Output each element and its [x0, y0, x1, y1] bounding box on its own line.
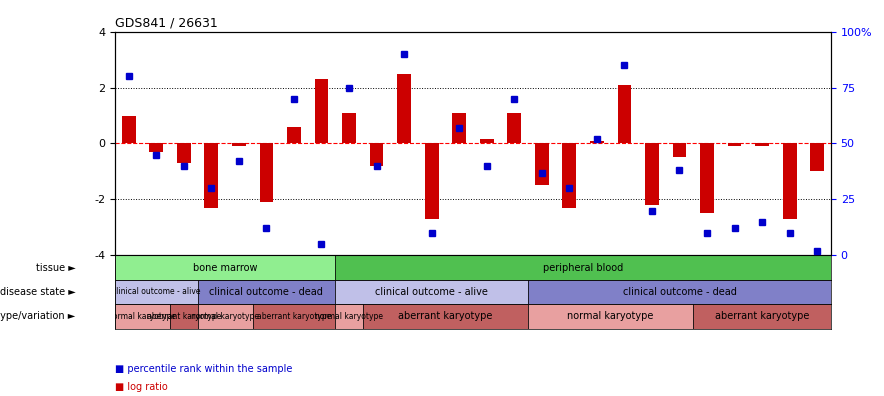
- Text: genotype/variation ►: genotype/variation ►: [0, 311, 75, 322]
- Bar: [335, 280, 528, 304]
- Bar: [528, 304, 693, 329]
- Text: clinical outcome - dead: clinical outcome - dead: [622, 287, 736, 297]
- Bar: [115, 280, 197, 304]
- Bar: [335, 255, 831, 280]
- Bar: [507, 113, 522, 143]
- Bar: [232, 143, 246, 146]
- Text: bone marrow: bone marrow: [193, 263, 257, 272]
- Bar: [453, 113, 466, 143]
- Bar: [728, 143, 742, 146]
- Text: normal karyotype: normal karyotype: [315, 312, 383, 321]
- Bar: [253, 304, 335, 329]
- Bar: [562, 143, 576, 208]
- Bar: [782, 143, 796, 219]
- Text: tissue ►: tissue ►: [35, 263, 75, 272]
- Text: ■ percentile rank within the sample: ■ percentile rank within the sample: [115, 364, 293, 374]
- Bar: [693, 304, 831, 329]
- Bar: [370, 143, 384, 166]
- Bar: [700, 143, 714, 213]
- Text: normal karyotype: normal karyotype: [109, 312, 177, 321]
- Bar: [673, 143, 686, 158]
- Bar: [480, 139, 493, 143]
- Bar: [315, 79, 328, 143]
- Text: aberrant karyotype: aberrant karyotype: [398, 311, 492, 322]
- Bar: [287, 127, 301, 143]
- Bar: [342, 113, 356, 143]
- Text: ■ log ratio: ■ log ratio: [115, 382, 168, 392]
- Text: normal karyotype: normal karyotype: [568, 311, 654, 322]
- Text: GDS841 / 26631: GDS841 / 26631: [115, 16, 217, 29]
- Bar: [590, 141, 604, 143]
- Bar: [197, 304, 253, 329]
- Text: aberrant karyotype: aberrant karyotype: [147, 312, 221, 321]
- Bar: [528, 280, 831, 304]
- Text: peripheral blood: peripheral blood: [543, 263, 623, 272]
- Bar: [170, 304, 197, 329]
- Text: clinical outcome - alive: clinical outcome - alive: [112, 287, 201, 297]
- Bar: [197, 280, 335, 304]
- Bar: [335, 304, 362, 329]
- Bar: [204, 143, 218, 208]
- Bar: [115, 304, 170, 329]
- Bar: [260, 143, 273, 202]
- Bar: [122, 116, 135, 143]
- Bar: [362, 304, 528, 329]
- Bar: [645, 143, 659, 205]
- Text: normal karyotype: normal karyotype: [191, 312, 259, 321]
- Text: clinical outcome - dead: clinical outcome - dead: [210, 287, 324, 297]
- Bar: [618, 85, 631, 143]
- Text: disease state ►: disease state ►: [0, 287, 75, 297]
- Bar: [177, 143, 191, 163]
- Bar: [811, 143, 824, 171]
- Text: aberrant karyotype: aberrant karyotype: [256, 312, 332, 321]
- Bar: [397, 74, 411, 143]
- Bar: [535, 143, 549, 185]
- Text: clinical outcome - alive: clinical outcome - alive: [375, 287, 488, 297]
- Bar: [755, 143, 769, 146]
- Text: aberrant karyotype: aberrant karyotype: [715, 311, 809, 322]
- Bar: [424, 143, 438, 219]
- Bar: [149, 143, 164, 152]
- Bar: [115, 255, 335, 280]
